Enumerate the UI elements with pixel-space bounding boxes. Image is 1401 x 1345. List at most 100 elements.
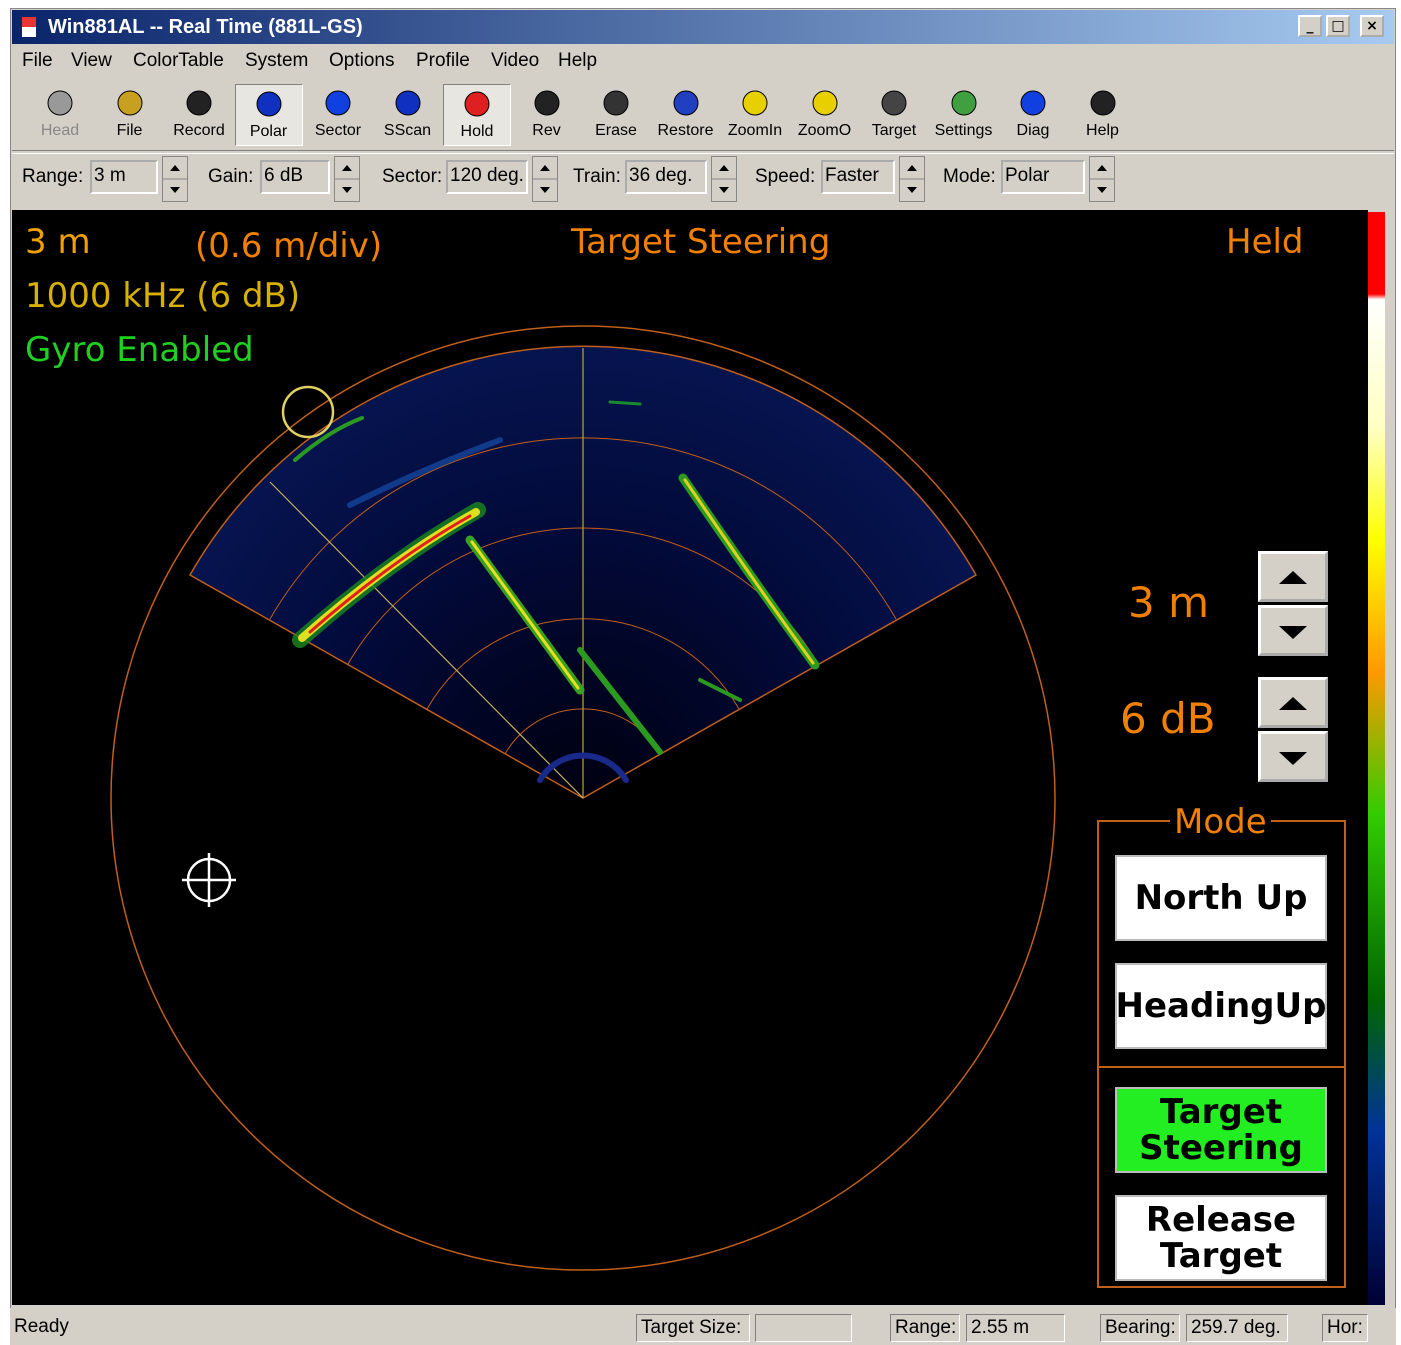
minimize-button[interactable]: _ (1298, 15, 1322, 37)
toolbar-button[interactable]: Record (165, 84, 233, 146)
north-up-button[interactable]: North Up (1115, 855, 1327, 941)
color-scale (1368, 212, 1385, 1305)
menu-item[interactable]: Profile (416, 50, 470, 71)
menu-item[interactable]: View (71, 50, 112, 71)
control-value[interactable]: 120 deg. (446, 160, 528, 194)
status-message: Ready (14, 1316, 69, 1337)
spin-arrows (335, 165, 359, 193)
toolbar-label: Settings (934, 122, 993, 139)
echoes (292, 400, 820, 783)
toolbar-label: Restore (657, 122, 714, 139)
spin-arrows (712, 165, 736, 193)
toolbar-icon (186, 90, 212, 116)
toolbar-button[interactable]: Diag (999, 84, 1067, 146)
control-value[interactable]: 3 m (90, 160, 158, 194)
heading-up-button[interactable]: HeadingUp (1115, 963, 1327, 1049)
toolbar-icon (881, 90, 907, 116)
status-label: Bearing: (1100, 1314, 1180, 1342)
separator (12, 150, 1394, 154)
control-label: Sector: (382, 166, 443, 187)
toolbar-button[interactable]: Sector (304, 84, 372, 146)
target-steering-button[interactable]: Target Steering (1115, 1087, 1327, 1173)
toolbar-button[interactable]: Rev (513, 84, 581, 146)
range-up-button[interactable] (1258, 551, 1328, 602)
title-bar: Win881AL -- Real Time (881L-GS) (12, 10, 1394, 44)
menu-item[interactable]: System (245, 50, 309, 71)
status-label: Target Size: (636, 1314, 750, 1342)
spin-arrows (1090, 165, 1114, 193)
control-value[interactable]: Faster (821, 160, 895, 194)
status-label: Hor: (1322, 1314, 1368, 1342)
menu-item[interactable]: Options (329, 50, 395, 71)
menu-item[interactable]: Video (491, 50, 540, 71)
status-label: Range: (890, 1314, 960, 1342)
menu-item[interactable]: Help (558, 50, 598, 71)
maximize-button[interactable]: □ (1326, 15, 1350, 37)
toolbar-label: Head (40, 122, 80, 139)
toolbar-icon (603, 90, 629, 116)
spin-button[interactable] (162, 156, 188, 202)
toolbar-icon (534, 90, 559, 116)
menu-item[interactable]: ColorTable (133, 50, 224, 71)
control-label: Mode: (943, 166, 996, 187)
spin-button[interactable] (1089, 156, 1115, 202)
toolbar-button[interactable]: Head (26, 84, 94, 146)
toolbar-button[interactable]: Target (860, 84, 928, 146)
toolbar-button[interactable]: Settings (930, 84, 998, 146)
toolbar-icon (395, 90, 420, 116)
toolbar-icon (47, 90, 73, 116)
cursor (182, 853, 236, 907)
gyro-status: Gyro Enabled (25, 330, 254, 370)
toolbar-button[interactable]: ZoomIn (721, 84, 789, 146)
toolbar-button[interactable]: SScan (374, 84, 442, 146)
toolbar-label: File (116, 122, 143, 139)
toolbar-button[interactable]: Hold (443, 84, 511, 146)
toolbar-icon (117, 90, 142, 116)
gain-up-button[interactable] (1258, 677, 1328, 728)
spin-button[interactable] (899, 156, 925, 202)
gain-down-button[interactable] (1258, 731, 1328, 782)
toolbar-label: Diag (1016, 122, 1050, 139)
toolbar-button[interactable]: Help (1069, 84, 1137, 146)
toolbar-label: Record (173, 122, 225, 139)
control-label: Train: (573, 166, 621, 187)
toolbar-button[interactable]: ZoomO (791, 84, 859, 146)
toolbar-label: Target (871, 122, 917, 139)
frequency-readout: 1000 kHz (6 dB) (25, 276, 301, 316)
status-value: 259.7 deg. (1186, 1314, 1288, 1342)
window-title: Win881AL -- Real Time (881L-GS) (48, 16, 363, 38)
toolbar-button[interactable]: Restore (652, 84, 720, 146)
control-label: Speed: (755, 166, 816, 187)
toolbar-icon (951, 90, 976, 116)
release-target-button[interactable]: Release Target (1115, 1195, 1327, 1281)
close-button[interactable]: × (1360, 15, 1384, 37)
toolbar-label: ZoomIn (727, 122, 783, 139)
menu-item[interactable]: File (22, 50, 53, 71)
spin-button[interactable] (334, 156, 360, 202)
bearing-line (269, 481, 584, 799)
control-value[interactable]: 6 dB (260, 160, 330, 194)
control-value[interactable]: Polar (1001, 160, 1085, 194)
app-icon (22, 17, 36, 37)
range-down-button[interactable] (1258, 605, 1328, 656)
control-label: Range: (22, 166, 84, 187)
toolbar-button[interactable]: File (96, 84, 164, 146)
toolbar-icon (464, 91, 490, 117)
control-value[interactable]: 36 deg. (625, 160, 707, 194)
spin-button[interactable] (532, 156, 558, 202)
target-marker (281, 385, 335, 439)
toolbar-label: ZoomO (797, 122, 852, 139)
toolbar-label: Hold (460, 123, 494, 140)
scale-readout: (0.6 m/div) (195, 226, 383, 266)
toolbar-icon (1020, 90, 1046, 116)
toolbar-icon (1090, 90, 1115, 116)
toolbar-icon (256, 91, 281, 117)
spin-button[interactable] (711, 156, 737, 202)
status-value (755, 1314, 852, 1342)
toolbar-button[interactable]: Polar (234, 84, 303, 146)
spin-arrows (163, 165, 187, 193)
toolbar-icon (742, 90, 768, 116)
toolbar-button[interactable]: Erase (582, 84, 650, 146)
gain-control-label: 6 dB (1120, 694, 1216, 743)
